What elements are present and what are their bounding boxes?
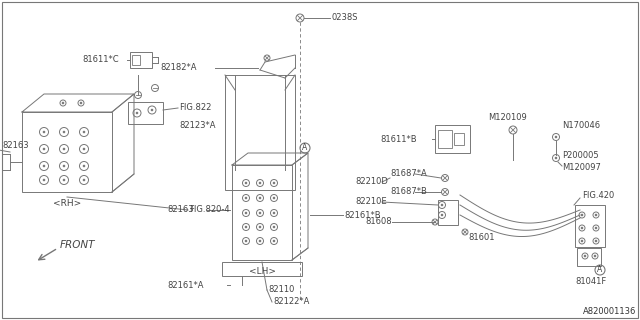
Text: A: A: [597, 266, 603, 275]
Circle shape: [245, 182, 247, 184]
Circle shape: [63, 148, 65, 150]
Circle shape: [136, 112, 138, 114]
Bar: [577, 248, 601, 266]
Circle shape: [595, 227, 596, 229]
Text: A820001136: A820001136: [582, 308, 636, 316]
Bar: [435, 125, 470, 153]
Circle shape: [63, 131, 65, 133]
Circle shape: [259, 240, 261, 242]
Bar: [128, 102, 163, 124]
Text: P200005: P200005: [562, 150, 598, 159]
Circle shape: [245, 212, 247, 214]
Text: 81041F: 81041F: [575, 277, 606, 286]
Circle shape: [273, 226, 275, 228]
Circle shape: [44, 131, 45, 133]
Bar: [438, 130, 452, 148]
Text: 81608: 81608: [365, 218, 392, 227]
Circle shape: [273, 182, 275, 184]
Circle shape: [83, 179, 84, 181]
Circle shape: [44, 148, 45, 150]
Circle shape: [556, 136, 557, 138]
Circle shape: [595, 240, 596, 242]
Circle shape: [44, 165, 45, 167]
Text: 82182*A: 82182*A: [160, 63, 196, 73]
Text: 82123*A: 82123*A: [179, 121, 216, 130]
Circle shape: [441, 204, 443, 206]
Circle shape: [63, 165, 65, 167]
Text: FIG.820-4: FIG.820-4: [189, 205, 230, 214]
Text: 82122*A: 82122*A: [273, 298, 309, 307]
Circle shape: [556, 157, 557, 159]
Circle shape: [259, 226, 261, 228]
Circle shape: [83, 148, 84, 150]
Circle shape: [259, 197, 261, 199]
Circle shape: [273, 212, 275, 214]
Circle shape: [83, 131, 84, 133]
Text: FRONT: FRONT: [60, 240, 95, 250]
Text: <LH>: <LH>: [248, 268, 275, 276]
Text: 82163: 82163: [2, 140, 29, 149]
Circle shape: [245, 226, 247, 228]
Circle shape: [80, 102, 82, 104]
Circle shape: [62, 102, 64, 104]
Circle shape: [581, 227, 583, 229]
Bar: [232, 165, 292, 260]
Text: 82163: 82163: [167, 205, 194, 214]
Text: 81611*B: 81611*B: [380, 134, 417, 143]
Circle shape: [441, 214, 443, 216]
Circle shape: [245, 240, 247, 242]
Text: 82210E: 82210E: [355, 197, 387, 206]
Circle shape: [245, 197, 247, 199]
Circle shape: [581, 240, 583, 242]
Circle shape: [151, 109, 153, 111]
Circle shape: [83, 165, 84, 167]
Text: 82210D: 82210D: [355, 178, 388, 187]
Circle shape: [595, 214, 596, 216]
Text: A: A: [302, 143, 308, 153]
Text: FIG.822: FIG.822: [179, 103, 211, 113]
Text: <RH>: <RH>: [53, 199, 81, 209]
Bar: [575, 205, 605, 247]
Text: 81601: 81601: [468, 234, 495, 243]
Text: 81611*C: 81611*C: [82, 55, 118, 65]
Text: N170046: N170046: [562, 122, 600, 131]
Text: 82161*A: 82161*A: [167, 281, 204, 290]
Circle shape: [584, 255, 586, 257]
Circle shape: [273, 197, 275, 199]
Bar: [22, 112, 112, 192]
Text: FIG.420: FIG.420: [582, 190, 614, 199]
Circle shape: [594, 255, 596, 257]
Text: 0238S: 0238S: [332, 13, 358, 22]
Circle shape: [273, 240, 275, 242]
Text: 82110: 82110: [268, 285, 294, 294]
Text: 81687*B: 81687*B: [390, 188, 427, 196]
Bar: [438, 200, 458, 225]
Bar: [222, 262, 302, 276]
Text: M120109: M120109: [488, 114, 527, 123]
Bar: [132, 55, 140, 65]
Text: M120097: M120097: [562, 164, 601, 172]
Bar: [225, 75, 295, 190]
Circle shape: [259, 182, 261, 184]
Circle shape: [259, 212, 261, 214]
Text: 81687*A: 81687*A: [390, 170, 427, 179]
Bar: [130, 52, 152, 68]
Circle shape: [581, 214, 583, 216]
Circle shape: [63, 179, 65, 181]
Text: 82161*B: 82161*B: [344, 211, 381, 220]
Circle shape: [44, 179, 45, 181]
Bar: [454, 133, 464, 145]
